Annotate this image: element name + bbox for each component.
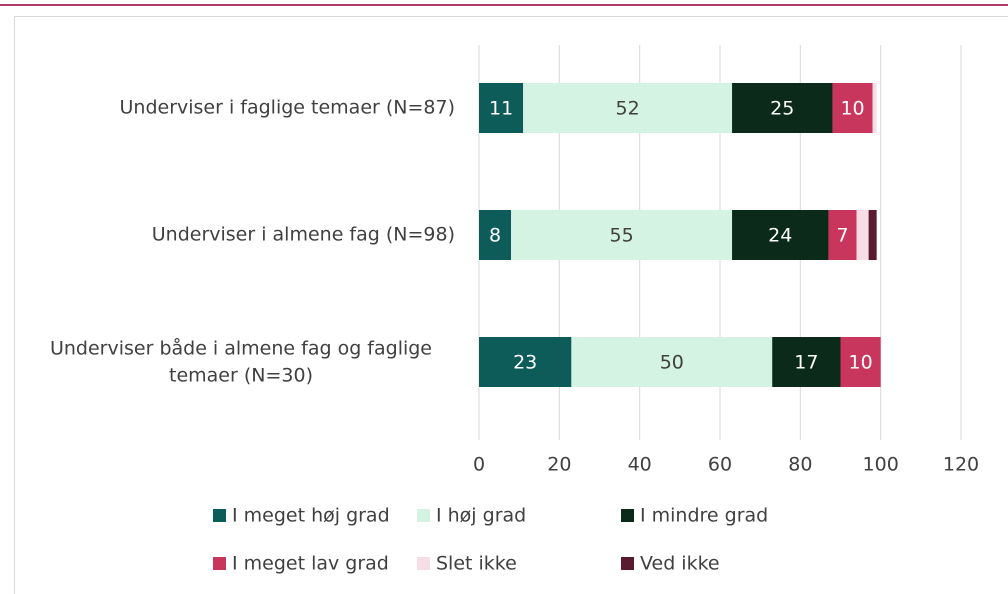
data-label: 8 [489, 225, 501, 247]
legend-swatch [621, 557, 634, 570]
bar-segment [571, 337, 773, 387]
data-label: 23 [513, 352, 537, 374]
bar-segment [832, 83, 873, 133]
x-tick-label: 100 [863, 454, 899, 476]
legend-swatch [417, 509, 430, 522]
bar-segment [868, 210, 877, 260]
data-label: 11 [489, 98, 513, 120]
bar-segment [479, 337, 572, 387]
legend-label: I meget lav grad [232, 553, 389, 575]
legend-swatch [417, 557, 430, 570]
bar-segment [732, 83, 833, 133]
legend-label: I høj grad [436, 505, 526, 527]
legend-swatch [213, 509, 226, 522]
bar-segment [511, 210, 733, 260]
x-tick-label: 80 [788, 454, 812, 476]
x-tick-label: 60 [708, 454, 732, 476]
data-label: 10 [840, 98, 864, 120]
y-tick-label: Underviser både i almene fag og faglige t… [50, 336, 432, 386]
bar-segment [479, 83, 524, 133]
y-tick-label: Underviser i almene fag (N=98) [152, 224, 455, 246]
data-label: 17 [794, 352, 818, 374]
bar-segment [523, 83, 733, 133]
y-tick-label: Underviser i faglige temaer (N=87) [120, 97, 456, 119]
x-tick-label: 20 [547, 454, 571, 476]
bar-segment [856, 210, 869, 260]
data-label: 7 [836, 225, 848, 247]
data-label: 24 [768, 225, 792, 247]
bar-segment [840, 337, 881, 387]
legend-label: Ved ikke [640, 553, 720, 575]
data-label: 25 [770, 98, 794, 120]
legend-label: Slet ikke [436, 553, 517, 575]
bar-segment [732, 210, 829, 260]
bar-segment [772, 337, 841, 387]
legend-swatch [621, 509, 634, 522]
x-tick-label: 120 [943, 454, 979, 476]
x-tick-label: 40 [628, 454, 652, 476]
x-tick-label: 0 [473, 454, 485, 476]
legend-label: I meget høj grad [232, 505, 390, 527]
data-label: 55 [609, 225, 633, 247]
bar-segment [828, 210, 857, 260]
bar-segment [872, 83, 877, 133]
data-label: 52 [616, 98, 640, 120]
bar-segment [479, 210, 512, 260]
chart-border [14, 16, 1008, 594]
legend-label: I mindre grad [640, 505, 768, 527]
data-label: 10 [848, 352, 872, 374]
data-label: 50 [660, 352, 684, 374]
legend-swatch [213, 557, 226, 570]
